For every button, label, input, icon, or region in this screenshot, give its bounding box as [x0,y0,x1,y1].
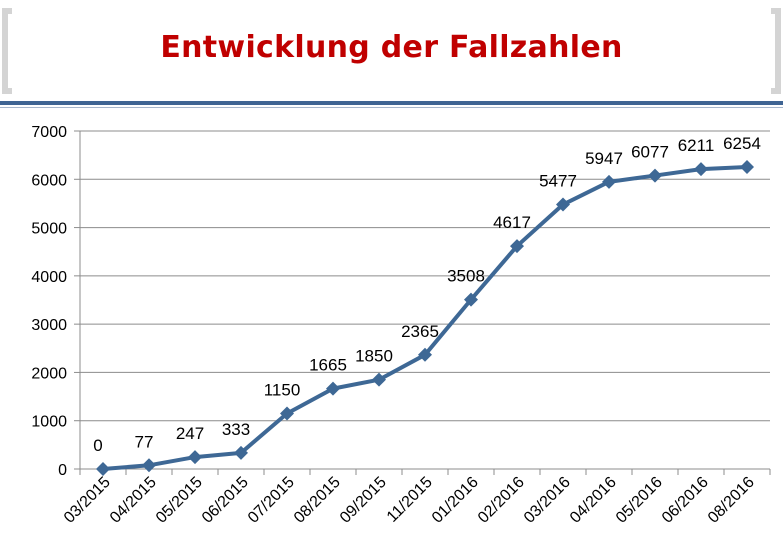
data-point-marker [188,450,202,465]
y-tick-label: 4000 [31,269,67,286]
y-tick-label: 0 [58,462,67,479]
left-bracket-decoration [2,8,12,94]
series-markers [96,160,754,476]
data-label: 4617 [493,213,531,232]
data-point-marker [740,160,754,175]
x-tick-label: 11/2015 [384,474,436,526]
data-point-marker [602,174,616,189]
data-labels: 0 77 247 333 1150 1665 1850 2365 3508 4617 5477 594… [93,134,761,455]
data-point-marker [96,462,110,476]
data-label: 5947 [585,149,623,168]
right-bracket-decoration [771,8,781,94]
y-tick-label: 3000 [31,317,67,334]
title-divider [0,101,783,105]
x-tick-label: 03/2016 [521,474,574,527]
data-label: 3508 [447,267,485,286]
data-point-marker [556,197,570,212]
data-label: 77 [135,432,154,451]
x-tick-label: 05/2015 [153,474,206,527]
x-tick-label: 08/2015 [291,474,344,527]
title-bar: Entwicklung der Fallzahlen [0,0,783,100]
data-point-marker [326,381,340,396]
y-tick-label: 1000 [31,414,67,431]
x-tick-label: 02/2016 [475,474,528,527]
y-tick-label: 5000 [31,221,67,238]
x-tick-label: 04/2016 [567,474,620,527]
x-tick-label: 08/2016 [705,474,758,527]
x-axis-tick-labels: 03/201504/201505/201506/201507/201508/20… [61,474,758,527]
data-label: 2365 [401,322,439,341]
x-tick-label: 01/2016 [429,474,482,527]
y-axis-tick-labels: 0 1000 2000 3000 4000 5000 6000 7000 [31,124,67,479]
data-label: 1665 [309,356,347,375]
page-title: Entwicklung der Fallzahlen [160,30,623,65]
data-label: 6211 [678,136,715,155]
data-label: 1850 [355,347,393,366]
data-point-marker [372,372,386,387]
data-point-marker [510,239,524,254]
data-point-marker [280,406,294,421]
x-tick-label: 06/2016 [659,474,712,527]
x-tick-label: 05/2016 [613,474,666,527]
data-point-marker [142,458,156,473]
x-tick-label: 06/2015 [199,474,252,527]
data-label: 6077 [631,143,669,162]
x-tick-label: 03/2015 [61,474,114,527]
data-point-marker [418,347,432,362]
data-point-marker [234,445,248,460]
data-point-marker [648,168,662,183]
x-tick-label: 09/2015 [337,474,390,527]
y-tick-label: 7000 [31,124,67,141]
data-label: 1150 [264,380,301,399]
y-tick-label: 6000 [31,172,67,189]
data-point-marker [694,162,708,177]
axes [74,130,771,475]
data-label: 0 [93,436,102,455]
data-label: 333 [222,420,250,439]
x-tick-label: 07/2015 [245,474,298,527]
gridlines [80,130,770,422]
y-tick-label: 2000 [31,365,67,382]
data-label: 5477 [539,172,577,191]
data-label: 6254 [723,134,761,153]
data-point-marker [464,292,478,307]
title-divider-thin [0,107,783,108]
x-tick-label: 04/2015 [107,474,160,527]
data-label: 247 [176,424,204,443]
